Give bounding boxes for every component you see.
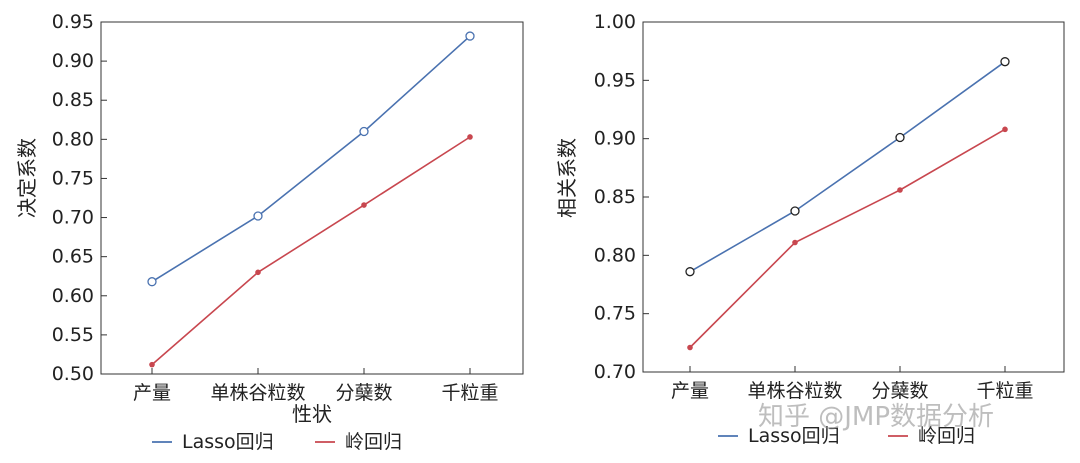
data-point <box>361 202 367 208</box>
series-line-ridge <box>151 136 471 366</box>
chart-right: 0.70 0.75 0.80 0.85 0.90 0.95 1.00 产量 单株谷粒数 分蘖数 千粒… <box>555 11 1065 447</box>
data-point <box>253 211 263 221</box>
data-point <box>147 277 157 287</box>
data-point <box>792 239 798 246</box>
y-tick-label: 0.90 <box>594 128 636 150</box>
y-axis-label: 决定系数 <box>15 138 39 218</box>
x-tick-label: 产量 <box>133 382 171 404</box>
data-point <box>1000 57 1010 67</box>
x-tick-label: 单株谷粒数 <box>210 382 305 404</box>
data-point <box>790 206 800 216</box>
y-tick-label: 0.50 <box>52 363 94 385</box>
series-line-lasso <box>689 61 1006 273</box>
watermark: 知乎 @JMP数据分析 <box>758 402 994 432</box>
y-axis-label: 相关系数 <box>555 138 579 218</box>
data-point <box>149 361 155 368</box>
data-point <box>685 267 695 277</box>
y-tick-label: 0.70 <box>594 361 636 383</box>
y-tick-label: 0.60 <box>52 285 94 307</box>
data-point <box>897 187 903 193</box>
legend-label: 岭回归 <box>345 431 402 453</box>
y-tick-label: 0.75 <box>594 303 636 325</box>
legend-label: 岭回归 <box>918 425 975 447</box>
x-tick-label: 单株谷粒数 <box>747 380 842 402</box>
legend-label: Lasso回归 <box>182 431 274 453</box>
y-tick-label: 1.00 <box>594 11 636 33</box>
y-tick-label: 0.80 <box>52 128 94 150</box>
x-tick-label: 分蘖数 <box>871 380 928 402</box>
y-tick-label: 0.85 <box>52 89 94 111</box>
y-tick-label: 0.70 <box>52 207 94 229</box>
series-line-lasso <box>151 35 471 283</box>
data-point <box>467 134 473 140</box>
y-tick-label: 0.80 <box>594 244 636 266</box>
x-tick-label: 产量 <box>671 380 709 402</box>
data-point <box>1002 126 1008 133</box>
data-point <box>359 126 369 137</box>
chart-left: 0.50 0.55 0.60 0.65 0.70 0.75 0.80 0.85 0.90 0.95… <box>15 11 524 453</box>
x-tick-label: 千粒重 <box>441 382 498 404</box>
y-tick-label: 0.95 <box>594 69 636 91</box>
y-tick-label: 0.65 <box>52 246 94 268</box>
x-axis-label: 性状 <box>292 402 332 426</box>
data-point <box>465 31 475 41</box>
x-tick-label: 千粒重 <box>976 380 1033 402</box>
plot-frame <box>642 21 1065 373</box>
data-point <box>255 269 261 276</box>
data-point <box>687 344 693 351</box>
y-tick-label: 0.85 <box>594 186 636 208</box>
data-point <box>895 132 905 143</box>
series-line-ridge <box>689 128 1006 349</box>
legend-label: Lasso回归 <box>748 425 840 447</box>
y-tick-label: 0.55 <box>52 324 94 346</box>
y-tick-label: 0.75 <box>52 167 94 189</box>
plot-frame <box>100 21 524 375</box>
x-tick-label: 分蘖数 <box>335 382 392 404</box>
y-tick-label: 0.95 <box>52 11 94 33</box>
y-tick-label: 0.90 <box>52 50 94 72</box>
